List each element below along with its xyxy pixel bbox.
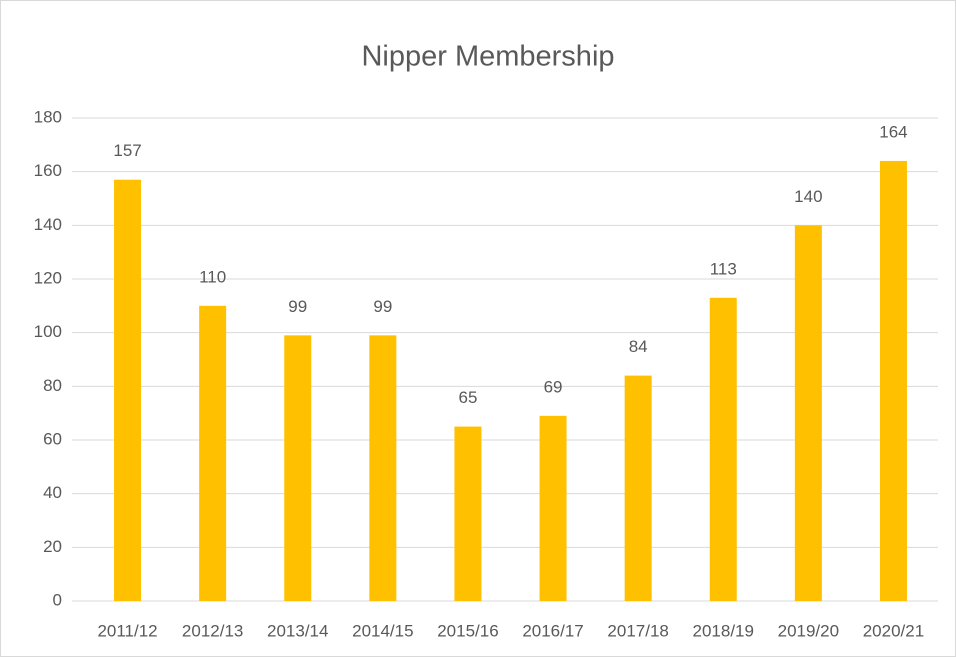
bar	[369, 335, 397, 601]
bar	[199, 305, 227, 601]
y-tick-label: 60	[43, 429, 62, 448]
y-tick-label: 180	[34, 107, 62, 126]
bar	[879, 160, 907, 601]
chart-title: Nipper Membership	[361, 41, 614, 73]
data-label: 164	[879, 122, 907, 141]
bar	[539, 415, 567, 601]
bar	[284, 335, 312, 601]
y-tick-label: 40	[43, 483, 62, 502]
data-label: 99	[288, 297, 307, 316]
bar	[624, 375, 652, 601]
y-tick-label: 160	[34, 161, 62, 180]
data-label: 110	[199, 267, 226, 286]
data-label: 157	[113, 141, 141, 160]
x-tick-label: 2018/19	[693, 621, 754, 640]
x-tick-label: 2013/14	[267, 621, 328, 640]
data-label: 84	[629, 337, 648, 356]
bar	[794, 225, 822, 602]
x-tick-label: 2011/12	[97, 621, 157, 640]
bar	[454, 426, 482, 601]
y-tick-label: 120	[34, 268, 62, 287]
x-tick-label: 2017/18	[607, 621, 668, 640]
y-tick-label: 0	[53, 590, 62, 609]
y-tick-label: 140	[34, 215, 62, 234]
x-tick-label: 2019/20	[778, 621, 839, 640]
x-tick-label: 2014/15	[352, 621, 413, 640]
bar	[114, 179, 142, 601]
data-label: 99	[373, 297, 392, 316]
y-tick-label: 80	[43, 376, 62, 395]
x-tick-label: 2015/16	[437, 621, 498, 640]
bar	[709, 297, 737, 601]
data-label: 140	[794, 187, 822, 206]
x-tick-label: 2020/21	[863, 621, 924, 640]
y-tick-label: 100	[34, 322, 62, 341]
data-label: 113	[710, 259, 737, 278]
y-tick-label: 20	[43, 537, 62, 556]
data-label: 69	[544, 377, 563, 396]
data-label: 65	[458, 388, 477, 407]
x-tick-label: 2012/13	[182, 621, 243, 640]
x-tick-label: 2016/17	[522, 621, 583, 640]
